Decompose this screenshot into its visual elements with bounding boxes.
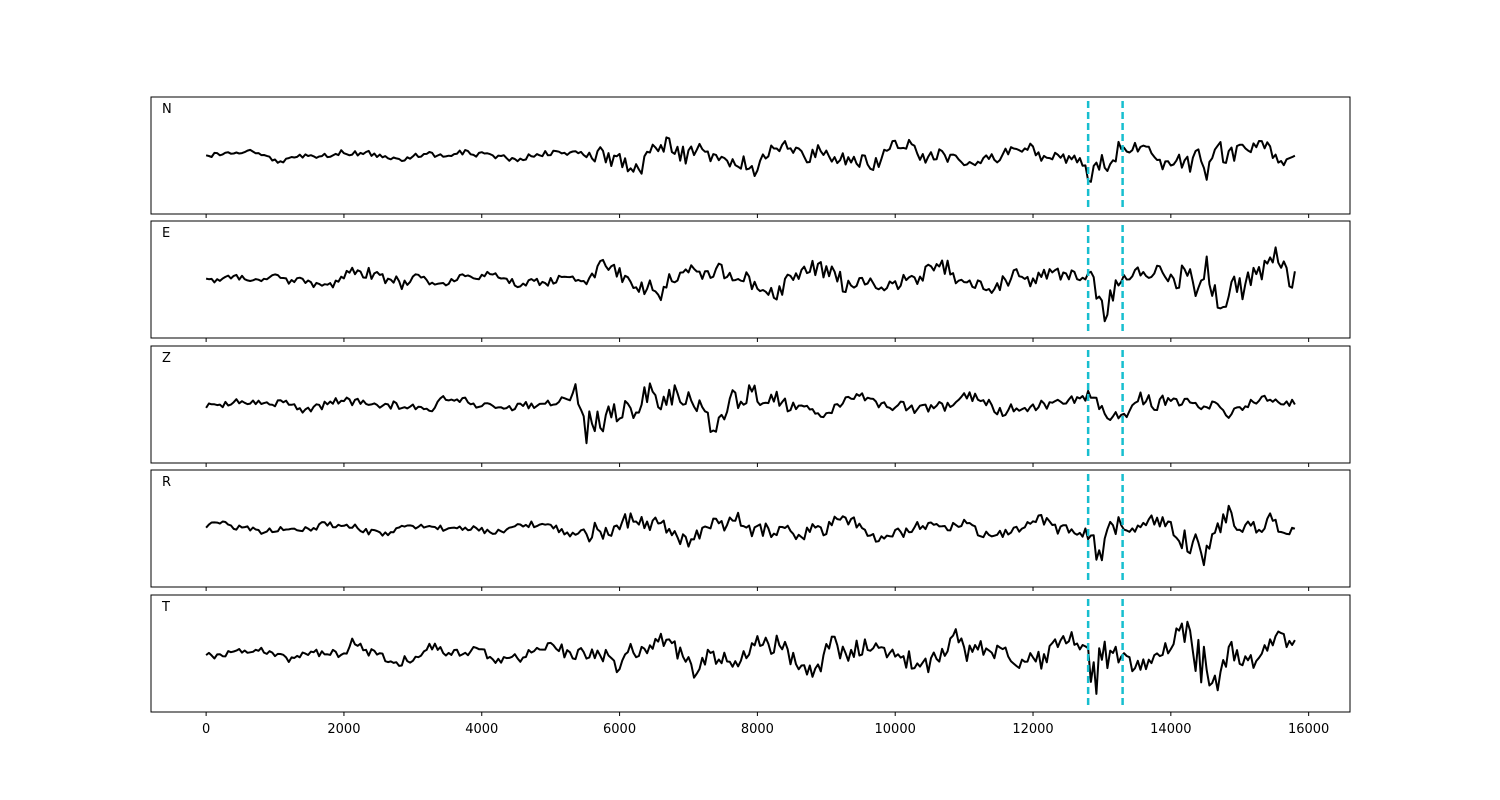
x-tick-label: 8000 <box>741 722 774 737</box>
panel-r: R <box>150 469 1351 591</box>
x-tick-label: 12000 <box>1012 722 1053 737</box>
waveform-z <box>205 382 1296 445</box>
waveform-e <box>205 246 1296 323</box>
panel-frame <box>150 469 1351 588</box>
x-tick-label: 4000 <box>465 722 498 737</box>
panel-e: E <box>150 220 1351 342</box>
x-tick-label: 6000 <box>603 722 636 737</box>
x-tick-label: 0 <box>202 722 210 737</box>
panel-z: Z <box>150 345 1351 467</box>
panel-label-e: E <box>162 226 170 241</box>
panels-group: N E Z R T <box>150 96 1351 716</box>
x-axis: 0 2000 4000 6000 8000 10000 12000 14000 16000 <box>202 722 1329 737</box>
x-tick-label: 16000 <box>1288 722 1329 737</box>
x-tick-label: 10000 <box>875 722 916 737</box>
x-tick-label: 2000 <box>327 722 360 737</box>
panel-label-t: T <box>161 600 170 615</box>
panel-frame <box>150 345 1351 464</box>
waveform-t <box>205 620 1296 695</box>
panel-n: N <box>150 96 1351 218</box>
panel-label-n: N <box>162 102 172 117</box>
panel-label-z: Z <box>162 351 171 366</box>
waveform-n <box>205 136 1296 183</box>
panel-label-r: R <box>162 475 171 490</box>
waveform-r <box>205 504 1296 567</box>
panel-frame <box>150 96 1351 215</box>
x-tick-label: 14000 <box>1150 722 1191 737</box>
panel-t: T <box>150 594 1351 716</box>
panel-frame <box>150 220 1351 339</box>
panel-frame <box>150 594 1351 713</box>
